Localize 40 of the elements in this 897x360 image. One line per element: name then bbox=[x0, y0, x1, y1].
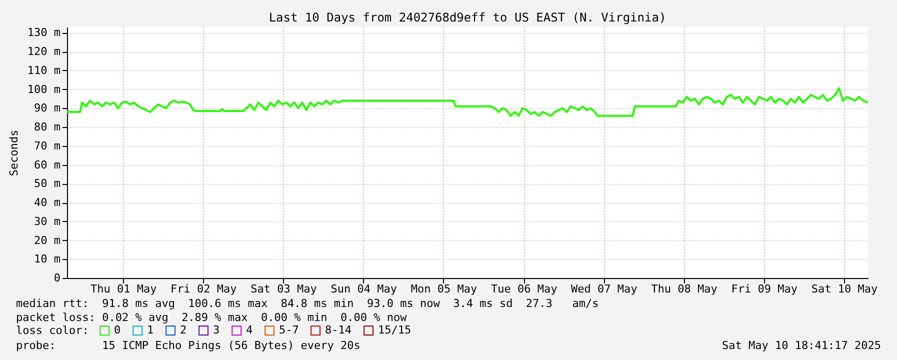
x-tick-label: Wed 07 May bbox=[571, 282, 638, 296]
legend-label: 2 bbox=[180, 324, 187, 337]
legend-label: 0 bbox=[114, 324, 121, 337]
text: packet loss: 0.02 % avg 2.89 % max 0.00 % min 0.00 % now bbox=[16, 311, 407, 324]
legend-label: 3 bbox=[213, 324, 220, 337]
y-tick-label: 90 m bbox=[34, 102, 61, 115]
y-tick-label: 10 m bbox=[34, 252, 61, 266]
x-tick-label: Thu 01 May bbox=[90, 282, 158, 296]
text: median rtt: 91.8 ms avg 100.6 ms max 84.8 ms min 93.0 ms now 3.4 ms sd 27.3 am/s bbox=[16, 297, 599, 310]
y-tick-label: 30 m bbox=[34, 214, 61, 228]
x-tick-label: Fri 02 May bbox=[170, 282, 238, 296]
y-tick-label: 110 m bbox=[27, 64, 61, 77]
y-tick-label: 100 m bbox=[27, 82, 61, 96]
y-tick-label: 120 m bbox=[27, 45, 61, 58]
y-axis-title: Seconds bbox=[7, 130, 20, 176]
x-tick-label: Thu 08 May bbox=[651, 282, 718, 296]
y-tick-label: 70 m bbox=[34, 139, 61, 152]
y-tick-label: 50 m bbox=[34, 177, 61, 190]
y-tick-label: 40 m bbox=[34, 196, 61, 210]
legend-title: loss color: bbox=[16, 324, 89, 337]
line-series bbox=[67, 87, 868, 117]
x-tick-label: Sat 10 May bbox=[811, 282, 878, 296]
text: Sat May 10 18:41:17 2025 bbox=[722, 339, 881, 352]
x-tick-label: Sat 03 May bbox=[250, 282, 318, 296]
x-tick-label: Sun 04 May bbox=[330, 282, 398, 296]
y-tick-label: 80 m bbox=[34, 120, 61, 134]
chart-title: Last 10 Days from 2402768d9eff to US EAST (N. Virginia) bbox=[268, 10, 666, 25]
legend-label: 4 bbox=[246, 324, 253, 337]
legend-label: 8-14 bbox=[325, 324, 352, 337]
text: probe: 15 ICMP Echo Pings (56 Bytes) every 20s bbox=[16, 339, 360, 352]
legend-label: 1 bbox=[147, 324, 154, 337]
y-tick-label: 60 m bbox=[34, 158, 61, 172]
y-tick-label: 130 m bbox=[27, 26, 61, 40]
y-tick-label: 0 bbox=[54, 272, 60, 284]
x-tick-label: Tue 06 May bbox=[490, 282, 558, 296]
legend-label: 5-7 bbox=[279, 324, 299, 337]
x-tick-label: Fri 09 May bbox=[731, 282, 798, 296]
legend-label: 15/15 bbox=[378, 324, 412, 337]
x-tick-label: Mon 05 May bbox=[410, 282, 478, 296]
y-tick-label: 20 m bbox=[34, 234, 61, 247]
